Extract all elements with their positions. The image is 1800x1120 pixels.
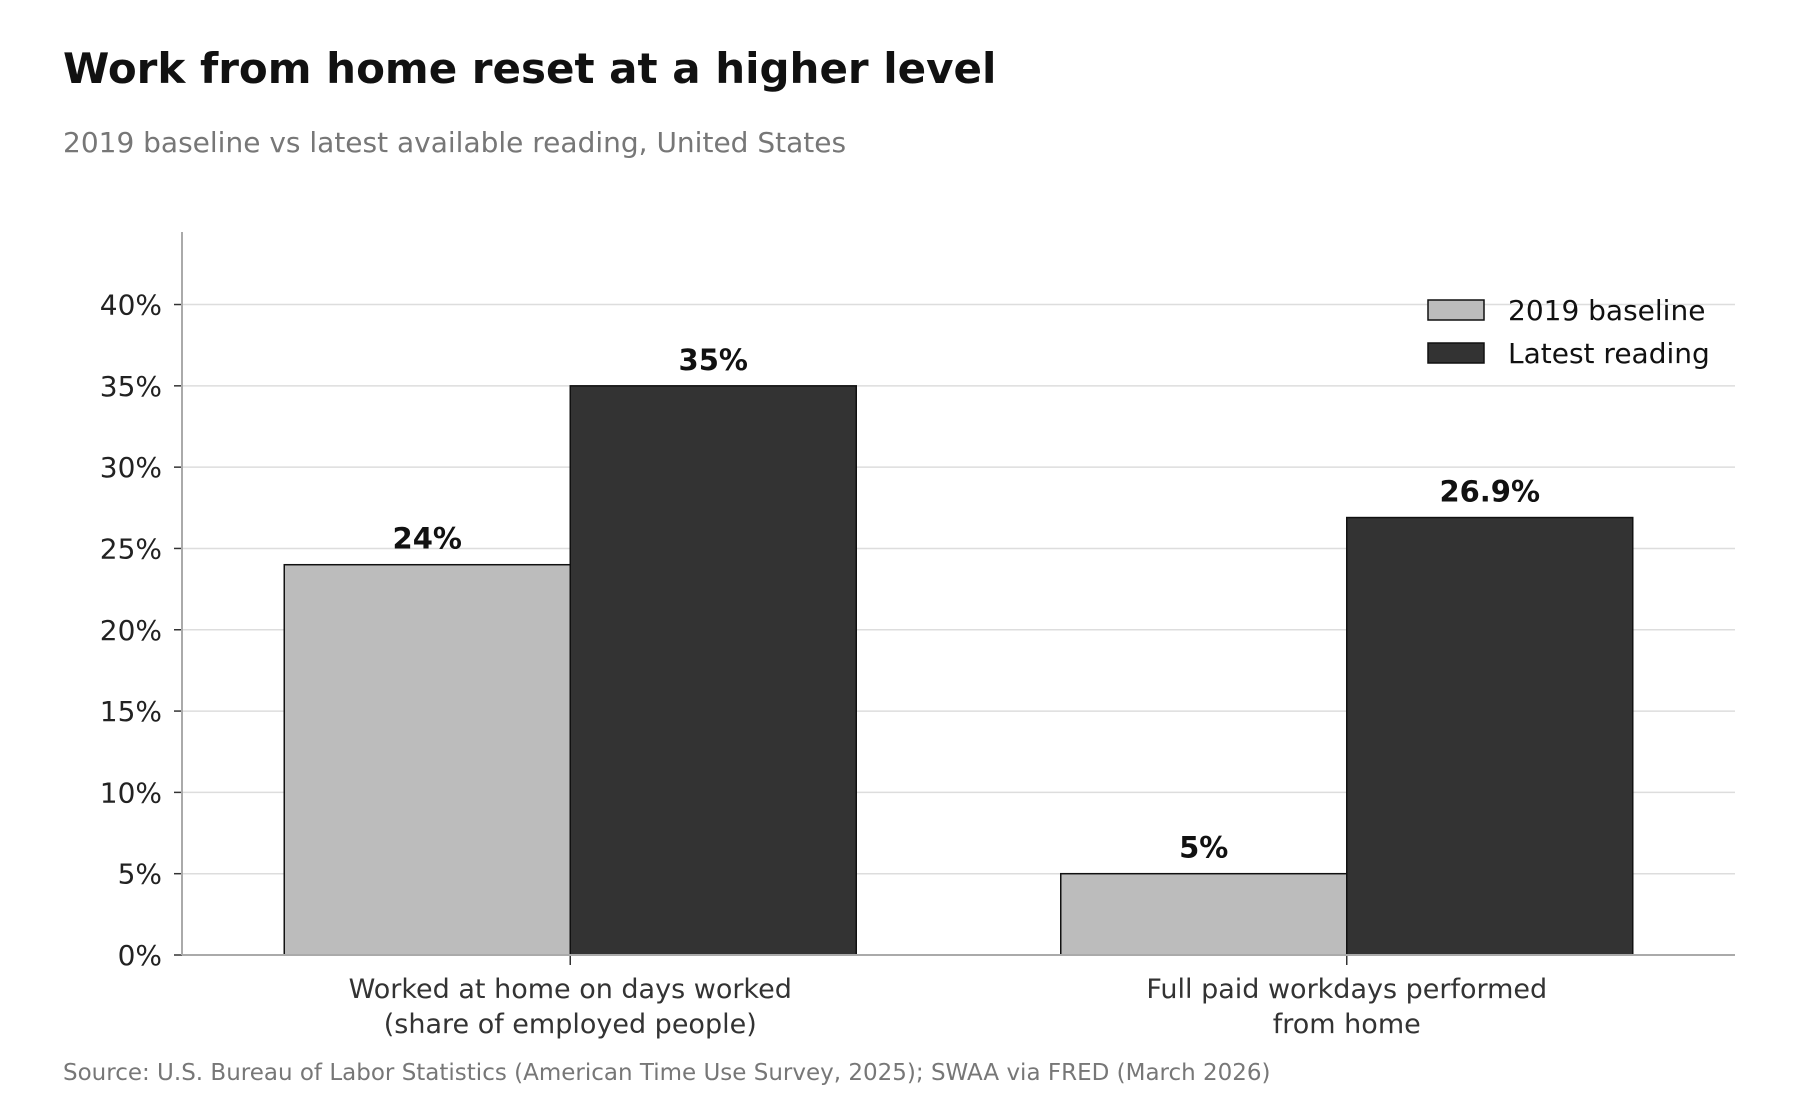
y-tick-label: 35% xyxy=(100,370,162,403)
y-tick-label: 25% xyxy=(100,532,162,565)
y-tick-label: 30% xyxy=(100,451,162,484)
source-note: Source: U.S. Bureau of Labor Statistics … xyxy=(63,1060,1271,1086)
data-label: 26.9% xyxy=(1439,475,1540,509)
x-tick-label: (share of employed people) xyxy=(384,1009,757,1040)
y-tick-label: 20% xyxy=(100,614,162,647)
chart-title: Work from home reset at a higher level xyxy=(63,44,997,93)
y-tick-label: 0% xyxy=(118,939,162,972)
legend-label: 2019 baseline xyxy=(1508,294,1705,327)
y-tick-label: 40% xyxy=(100,289,162,322)
bar xyxy=(283,563,571,956)
data-label: 35% xyxy=(679,343,748,377)
y-tick-label: 15% xyxy=(100,695,162,728)
x-tick-label: Full paid workdays performed xyxy=(1146,974,1547,1005)
legend-label: Latest reading xyxy=(1508,337,1710,370)
legend: 2019 baseline Latest reading xyxy=(1427,294,1710,370)
axes: 0% 5% 10% 15% 20% 25% 30% 35% 40% Worked at home … xyxy=(100,232,1735,1040)
x-tick-label: Worked at home on days worked xyxy=(349,974,792,1005)
bar xyxy=(569,385,857,956)
y-tick-label: 10% xyxy=(100,776,162,809)
bars xyxy=(283,385,1634,956)
legend-swatch xyxy=(1427,299,1485,321)
data-label: 24% xyxy=(393,522,462,556)
bar xyxy=(1060,872,1348,956)
y-tick-label: 5% xyxy=(118,858,162,891)
x-tick-label: from home xyxy=(1273,1009,1421,1040)
bar xyxy=(1346,516,1634,956)
data-label: 5% xyxy=(1179,831,1228,865)
legend-swatch xyxy=(1427,342,1485,364)
chart-subtitle: 2019 baseline vs latest available readin… xyxy=(63,126,847,159)
data-labels: 24% 35% 5% 26.9% xyxy=(393,343,1541,865)
